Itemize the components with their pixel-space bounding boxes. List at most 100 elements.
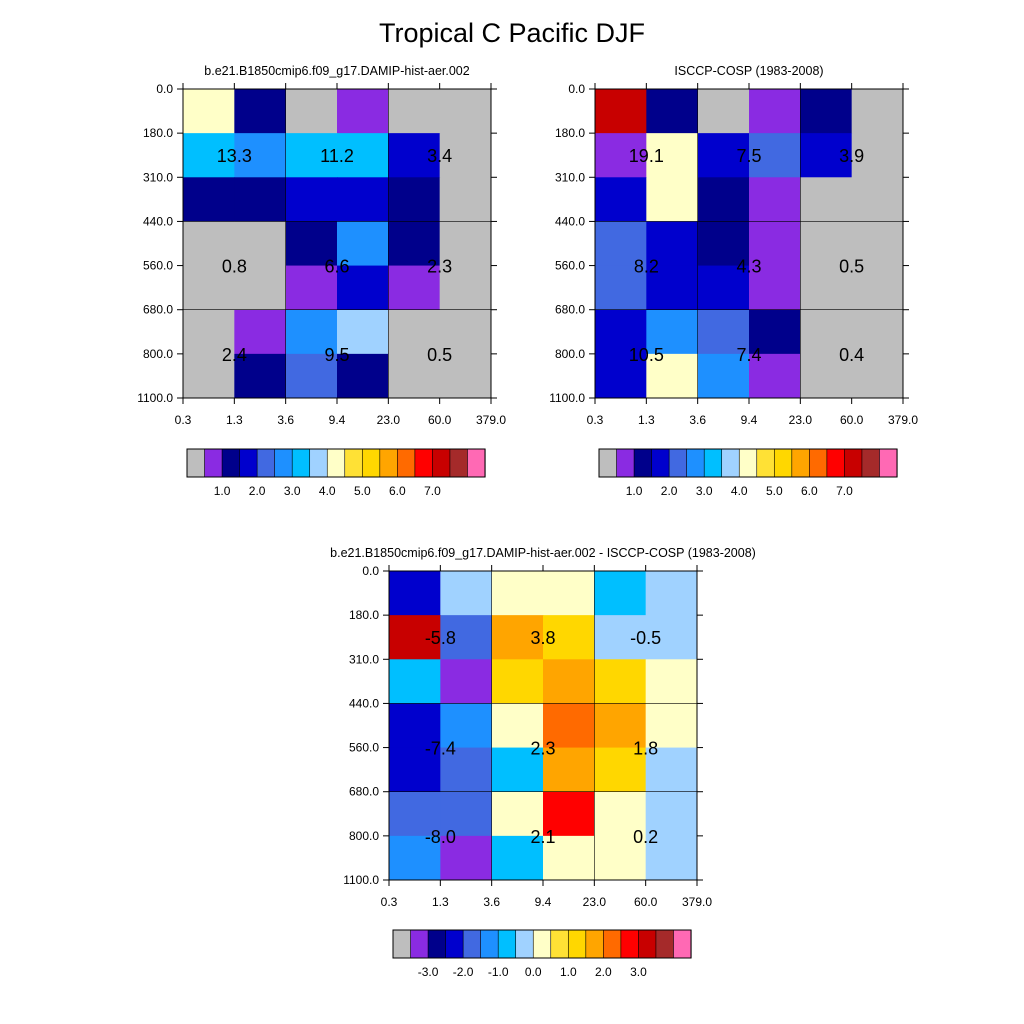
- heatmap-cell: [646, 177, 699, 222]
- x-tick-label: 9.4: [535, 895, 552, 909]
- heatmap-cell: [389, 659, 441, 704]
- heatmap-cell: [440, 747, 493, 793]
- colorbar-swatch: [550, 929, 569, 959]
- colorbar-swatch: [861, 448, 881, 478]
- heatmap-cell: [440, 571, 493, 616]
- heatmap-cell: [388, 309, 441, 355]
- x-tick-label: 1.3: [432, 895, 449, 909]
- heatmap-cell: [749, 177, 801, 222]
- colorbar-tick-label: 4.0: [731, 484, 748, 498]
- heatmap-cell: [646, 89, 699, 134]
- x-tick-label: 3.6: [483, 895, 500, 909]
- heatmap-cell: [646, 353, 699, 399]
- cell-value-label: 3.8: [530, 628, 555, 648]
- heatmap-cell: [697, 309, 750, 355]
- x-tick-label: 60.0: [428, 413, 452, 427]
- heatmap-panel-1: b.e21.B1850cmip6.f09_g17.DAMIP-hist-aer.…: [137, 64, 506, 498]
- colorbar-swatch: [603, 929, 622, 959]
- y-tick-label: 180.0: [349, 608, 379, 622]
- heatmap-cell: [388, 265, 441, 311]
- x-tick-label: 1.3: [638, 413, 655, 427]
- heatmap-cell: [491, 703, 544, 749]
- cell-value-label: 7.4: [736, 345, 761, 365]
- heatmap-cell: [337, 177, 389, 222]
- heatmap-cell: [543, 659, 595, 704]
- x-tick-label: 60.0: [634, 895, 658, 909]
- cell-value-label: 0.4: [839, 345, 864, 365]
- heatmap-cell: [388, 353, 441, 399]
- heatmap-cell: [645, 571, 698, 616]
- heatmap-cell: [440, 659, 493, 704]
- x-tick-label: 0.3: [587, 413, 604, 427]
- cell-value-label: 0.5: [427, 345, 452, 365]
- heatmap-cell: [594, 659, 647, 704]
- colorbar-tick-label: 1.0: [214, 484, 231, 498]
- heatmap-cell: [439, 353, 492, 399]
- x-tick-label: 3.6: [689, 413, 706, 427]
- colorbar-tick-label: 7.0: [836, 484, 853, 498]
- heatmap-cell: [645, 791, 698, 837]
- panel-title: b.e21.B1850cmip6.f09_g17.DAMIP-hist-aer.…: [330, 546, 756, 560]
- colorbar-swatch: [651, 448, 670, 478]
- cell-value-label: 0.8: [222, 257, 247, 277]
- heatmap-cell: [285, 309, 338, 355]
- y-tick-label: 0.0: [362, 564, 379, 578]
- y-tick-label: 310.0: [143, 170, 173, 184]
- heatmap-cell: [646, 265, 699, 311]
- heatmap-cell: [440, 791, 493, 837]
- x-tick-label: 9.4: [741, 413, 758, 427]
- heatmap-cell: [749, 89, 801, 134]
- heatmap-cell: [183, 353, 235, 399]
- heatmap-cell: [285, 353, 338, 399]
- heatmap-cell: [439, 265, 492, 311]
- x-tick-label: 3.6: [277, 413, 294, 427]
- colorbar-swatch: [497, 929, 517, 959]
- colorbar-swatch: [462, 929, 482, 959]
- colorbar-swatch: [410, 929, 429, 959]
- heatmap-cell: [440, 703, 493, 749]
- colorbar-swatch: [633, 448, 653, 478]
- heatmap-cell: [337, 309, 389, 355]
- cell-value-label: 4.3: [736, 257, 761, 277]
- y-tick-label: 1100.0: [137, 391, 173, 405]
- heatmap-cell: [594, 615, 647, 660]
- y-tick-label: 680.0: [555, 303, 585, 317]
- y-tick-label: 310.0: [555, 170, 585, 184]
- cell-value-label: -8.0: [425, 827, 456, 847]
- heatmap-cell: [851, 133, 904, 178]
- colorbar-swatch: [379, 448, 398, 478]
- colorbar-swatch: [655, 929, 675, 959]
- cell-value-label: 2.3: [530, 739, 555, 759]
- colorbar-swatch: [585, 929, 604, 959]
- colorbar-swatch: [844, 448, 863, 478]
- colorbar-main: 1.0 2.0 3.0 4.0 5.0 6.0 7.0: [186, 448, 486, 498]
- heatmap-cell: [389, 571, 441, 616]
- y-tick-label: 680.0: [143, 303, 173, 317]
- heatmap-cell: [491, 835, 544, 881]
- colorbar-swatch: [791, 448, 810, 478]
- heatmap-cell: [183, 133, 235, 178]
- x-tick-label: 1.3: [226, 413, 243, 427]
- heatmap-cell: [851, 309, 904, 355]
- panel-title: b.e21.B1850cmip6.f09_g17.DAMIP-hist-aer.…: [204, 64, 469, 78]
- heatmap-cell: [183, 89, 235, 134]
- cell-value-label: 1.8: [633, 739, 658, 759]
- heatmap-cell: [697, 89, 750, 134]
- heatmap-cell: [543, 615, 595, 660]
- heatmap-cell: [439, 89, 492, 134]
- y-tick-label: 0.0: [568, 82, 585, 96]
- y-tick-label: 1100.0: [549, 391, 585, 405]
- heatmap-cell: [337, 89, 389, 134]
- heatmap-cell: [183, 309, 235, 355]
- cell-value-label: 11.2: [320, 146, 354, 166]
- heatmap-cell: [285, 221, 338, 267]
- heatmap-cell: [851, 177, 904, 222]
- heatmap-panel-3: b.e21.B1850cmip6.f09_g17.DAMIP-hist-aer.…: [330, 546, 756, 979]
- heatmap-cell: [595, 89, 647, 134]
- heatmap-cell: [645, 747, 698, 793]
- heatmap-cell: [851, 265, 904, 311]
- colorbar-tick-label: 2.0: [249, 484, 266, 498]
- y-tick-label: 560.0: [143, 259, 173, 273]
- heatmap-cell: [234, 177, 287, 222]
- colorbar-swatch: [445, 929, 464, 959]
